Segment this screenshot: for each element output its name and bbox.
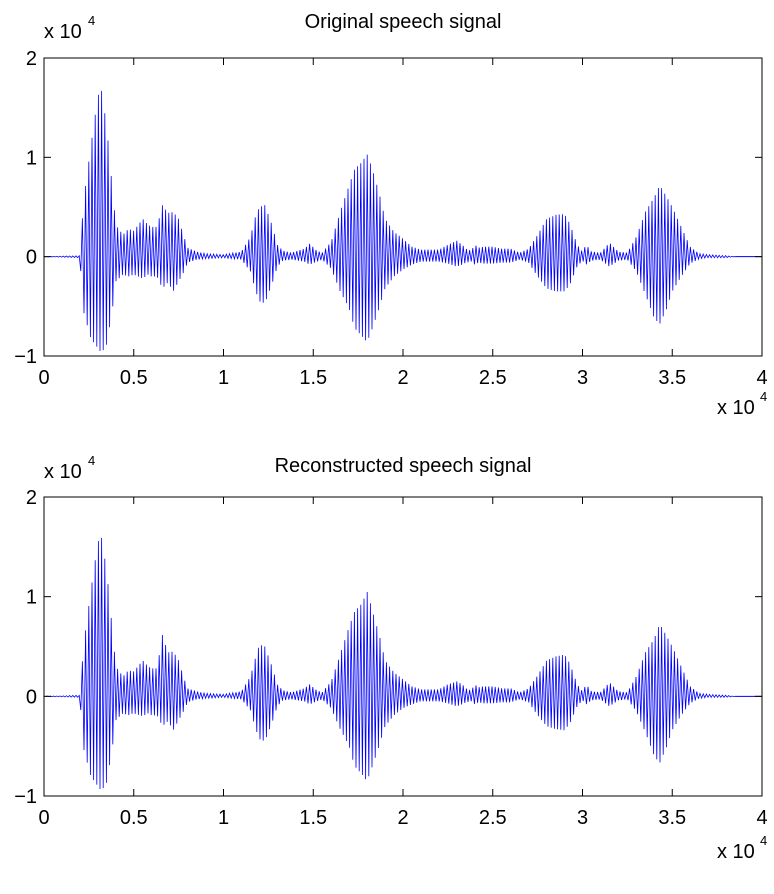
- y-tick-label: 2: [26, 487, 37, 509]
- subplot-reconstructed: Reconstructed speech signal x 10 4 0 0.5 1…: [14, 453, 767, 863]
- x-tick-label: 1: [218, 367, 229, 389]
- x-tick-label: 1.5: [299, 367, 327, 389]
- x-tick-label: 2: [397, 367, 408, 389]
- x-tick-label: 2.5: [479, 367, 507, 389]
- y-multiplier-label: x 10 4: [44, 453, 95, 483]
- x-multiplier-base: x 10: [717, 397, 755, 419]
- y-multiplier-exponent: 4: [88, 13, 95, 28]
- subplot-original: Original speech signal x 10 4 0 0.5 1 1.5 2 2…: [14, 11, 767, 419]
- x-tick-label: 3: [577, 807, 588, 829]
- y-tick-label: 1: [26, 147, 37, 169]
- y-tick-label: 0: [26, 247, 37, 269]
- x-tick-label: 4: [756, 367, 767, 389]
- x-multiplier-base: x 10: [717, 841, 755, 863]
- x-multiplier-exponent: 4: [760, 389, 767, 404]
- waveform-layer: [43, 537, 762, 790]
- x-multiplier-label: x 10 4: [717, 389, 767, 419]
- x-tick-label: 0: [38, 807, 49, 829]
- x-tick-label: 1: [218, 807, 229, 829]
- x-tick-label: 3.5: [658, 367, 686, 389]
- x-multiplier-exponent: 4: [760, 833, 767, 848]
- axes-box: [43, 496, 763, 797]
- chart-title: Reconstructed speech signal: [275, 455, 532, 477]
- y-tick-label: −1: [14, 786, 37, 808]
- y-tick-label: 0: [26, 686, 37, 708]
- x-tick-label: 3.5: [658, 807, 686, 829]
- y-tick-label: 2: [26, 48, 37, 70]
- x-tick-label: 0.5: [120, 367, 148, 389]
- y-tick-label: 1: [26, 587, 37, 609]
- y-tick-label: −1: [14, 346, 37, 368]
- y-multiplier-base: x 10: [44, 21, 82, 43]
- axes-box: [43, 57, 763, 357]
- x-tick-label: 2.5: [479, 807, 507, 829]
- x-tick-label: 0: [38, 367, 49, 389]
- waveform-series: [44, 90, 736, 352]
- x-tick-label: 3: [577, 367, 588, 389]
- y-multiplier-label: x 10 4: [44, 13, 95, 43]
- x-multiplier-label: x 10 4: [717, 833, 767, 863]
- x-tick-label: 2: [397, 807, 408, 829]
- waveform-series: [43, 537, 736, 790]
- x-tick-label: 4: [756, 807, 767, 829]
- x-tick-label: 0.5: [120, 807, 148, 829]
- x-tick-label: 1.5: [299, 807, 327, 829]
- y-multiplier-base: x 10: [44, 461, 82, 483]
- chart-title: Original speech signal: [305, 11, 502, 33]
- waveform-layer: [44, 90, 762, 352]
- y-multiplier-exponent: 4: [88, 453, 95, 468]
